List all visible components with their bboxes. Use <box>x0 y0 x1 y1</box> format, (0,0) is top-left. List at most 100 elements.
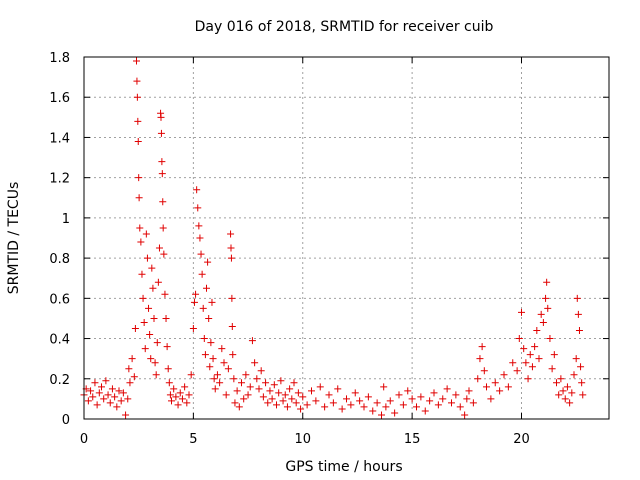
data-point-marker <box>176 389 184 397</box>
data-point-marker <box>515 335 523 343</box>
data-point-marker <box>150 314 158 322</box>
axis-ticks: 0 0.2 0.4 0.6 0.8 1 1.2 1.4 1.6 1.8 0 5 10 15 20 <box>49 51 609 447</box>
data-point-marker <box>108 385 116 393</box>
data-point-marker <box>152 371 160 379</box>
data-point-marker <box>165 379 173 387</box>
data-point-marker <box>238 379 245 387</box>
data-point-marker <box>158 158 166 166</box>
y-tick-label: 0 <box>62 413 70 428</box>
x-tick-label: 0 <box>80 432 88 447</box>
data-point-marker <box>187 371 195 379</box>
data-point-marker <box>546 335 554 343</box>
data-point-marker <box>216 379 224 387</box>
data-point-marker <box>148 264 156 272</box>
data-point-marker <box>137 238 145 246</box>
data-point-marker <box>100 395 108 403</box>
data-point-marker <box>542 294 550 302</box>
data-point-marker <box>208 298 216 306</box>
data-point-marker <box>210 375 218 383</box>
data-point-marker <box>185 391 193 399</box>
data-point-marker <box>504 383 512 391</box>
data-point-marker <box>452 391 460 399</box>
data-point-marker <box>124 395 132 403</box>
data-point-marker <box>183 399 191 407</box>
data-point-marker <box>421 407 429 415</box>
y-tick-label: 0.4 <box>49 333 70 348</box>
data-point-marker <box>288 395 296 403</box>
data-point-marker <box>240 395 248 403</box>
data-point-marker <box>115 387 123 395</box>
data-point-marker <box>461 411 469 419</box>
data-point-marker <box>140 318 148 326</box>
data-point-marker <box>259 393 267 401</box>
data-point-marker <box>193 186 201 194</box>
data-point-marker <box>520 345 528 353</box>
data-point-marker <box>207 339 215 347</box>
plot-border <box>83 56 610 420</box>
data-point-marker <box>380 383 388 391</box>
data-point-marker <box>373 399 381 407</box>
data-point-marker <box>286 385 294 393</box>
data-point-marker <box>251 359 259 367</box>
chart-title: Day 016 of 2018, SRMTID for receiver cui… <box>195 19 494 35</box>
data-point-marker <box>170 385 178 393</box>
data-point-marker <box>553 379 560 387</box>
data-point-marker <box>264 399 272 407</box>
data-point-marker <box>351 389 359 397</box>
data-point-marker <box>391 409 399 417</box>
data-point-marker <box>524 375 532 383</box>
data-point-marker <box>164 365 172 373</box>
data-point-marker <box>142 230 150 238</box>
data-point-marker <box>570 371 578 379</box>
data-point-marker <box>133 93 141 101</box>
data-point-marker <box>480 367 488 375</box>
data-point-marker <box>189 325 197 332</box>
data-point-marker <box>246 383 254 391</box>
data-point-marker <box>439 395 447 403</box>
data-point-marker <box>469 399 477 407</box>
y-tick-label: 1.6 <box>49 91 70 106</box>
data-point-marker <box>159 198 167 206</box>
data-points <box>80 57 587 419</box>
data-point-marker <box>578 379 586 387</box>
data-point-marker <box>104 391 112 399</box>
data-point-marker <box>557 375 565 383</box>
data-point-marker <box>343 395 350 403</box>
data-point-marker <box>395 391 403 399</box>
data-point-marker <box>577 363 585 371</box>
data-point-marker <box>145 304 153 312</box>
data-point-marker <box>102 377 110 385</box>
data-point-marker <box>579 391 587 399</box>
data-point-marker <box>321 403 329 411</box>
data-point-marker <box>151 359 159 367</box>
data-point-marker <box>135 174 143 182</box>
data-point-marker <box>135 194 143 202</box>
data-point-marker <box>334 385 342 393</box>
y-tick-label: 1 <box>62 212 70 227</box>
data-point-marker <box>430 389 438 397</box>
data-point-marker <box>146 331 154 339</box>
data-point-marker <box>559 387 567 395</box>
data-point-marker <box>369 407 377 415</box>
data-point-marker <box>555 391 563 399</box>
data-point-marker <box>161 290 169 298</box>
data-point-marker <box>528 363 536 371</box>
data-point-marker <box>220 359 228 367</box>
data-point-marker <box>203 284 210 292</box>
data-point-marker <box>360 403 368 411</box>
data-point-marker <box>199 304 207 312</box>
data-point-marker <box>338 405 346 413</box>
data-point-marker <box>277 377 285 385</box>
data-point-marker <box>181 383 189 391</box>
data-point-marker <box>531 343 539 351</box>
data-point-marker <box>125 365 133 373</box>
data-point-marker <box>356 397 364 405</box>
data-point-marker <box>227 254 235 262</box>
data-point-marker <box>526 351 534 359</box>
data-point-marker <box>211 385 219 393</box>
data-point-marker <box>478 343 486 351</box>
data-point-marker <box>255 385 263 393</box>
data-point-marker <box>262 379 270 387</box>
data-point-marker <box>476 355 484 363</box>
data-point-marker <box>329 399 337 407</box>
